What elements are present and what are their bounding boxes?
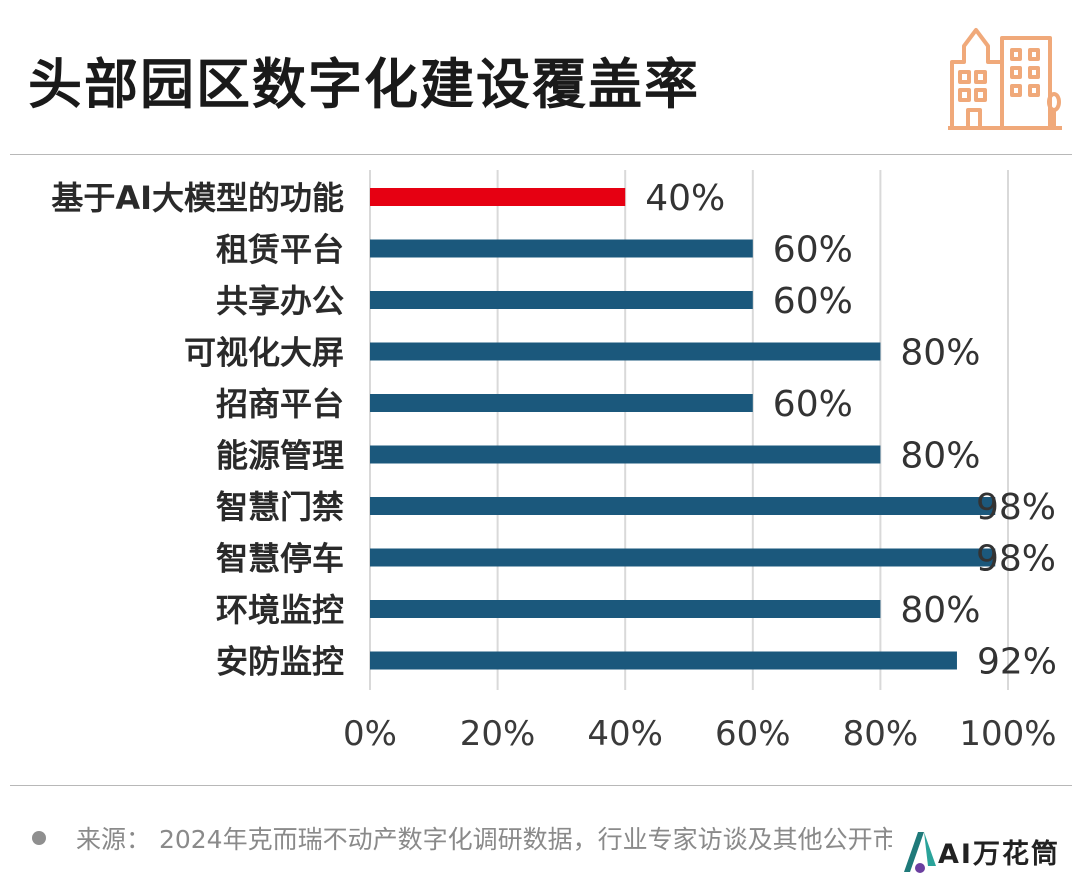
category-label: 安防监控 bbox=[216, 643, 344, 681]
bar bbox=[370, 239, 753, 258]
bottom-divider bbox=[10, 785, 1072, 786]
category-label: 共享办公 bbox=[216, 282, 344, 320]
source-text: 来源： 2024年克而瑞不动产数字化调研数据，行业专家访谈及其他公开市场信息 bbox=[76, 825, 892, 854]
bar bbox=[370, 342, 881, 361]
category-label: 智慧停车 bbox=[216, 540, 344, 578]
bar bbox=[370, 394, 753, 412]
data-label: 80% bbox=[900, 333, 980, 374]
data-label: 98% bbox=[976, 539, 1056, 580]
bar bbox=[370, 445, 881, 464]
bullet-dot bbox=[32, 831, 46, 845]
category-label: 招商平台 bbox=[216, 385, 344, 423]
x-tick-label: 60% bbox=[715, 714, 791, 754]
brand-badge: AI万花筒 bbox=[898, 822, 1074, 878]
bar bbox=[370, 548, 996, 567]
category-label: 能源管理 bbox=[216, 437, 344, 475]
data-label: 60% bbox=[773, 281, 853, 322]
data-label: 40% bbox=[645, 178, 725, 219]
x-tick-label: 40% bbox=[587, 714, 663, 754]
bar bbox=[370, 497, 996, 515]
chart-title: 头部园区数字化建设覆盖率 bbox=[28, 53, 700, 116]
source-note: 来源： 2024年克而瑞不动产数字化调研数据，行业专家访谈及其他公开市场信息 bbox=[32, 820, 892, 860]
data-label: 60% bbox=[773, 384, 853, 425]
data-label: 98% bbox=[976, 487, 1056, 528]
bar bbox=[370, 291, 753, 309]
x-tick-label: 100% bbox=[959, 714, 1056, 754]
bar bbox=[370, 188, 626, 206]
category-label: 基于AI大模型的功能 bbox=[51, 179, 344, 217]
top-divider bbox=[10, 154, 1072, 155]
city-buildings-icon bbox=[948, 28, 1062, 130]
ai-brand-logo-icon bbox=[904, 832, 936, 873]
category-label: 租赁平台 bbox=[216, 231, 344, 269]
category-label: 可视化大屏 bbox=[184, 334, 344, 372]
bar bbox=[370, 600, 881, 618]
brand-text: AI万花筒 bbox=[938, 839, 1060, 870]
data-label: 80% bbox=[900, 590, 980, 631]
category-label: 智慧门禁 bbox=[216, 488, 344, 526]
data-label: 92% bbox=[977, 642, 1057, 683]
x-tick-label: 0% bbox=[343, 714, 397, 754]
bar bbox=[370, 651, 957, 670]
data-label: 60% bbox=[773, 230, 853, 271]
x-tick-label: 80% bbox=[843, 714, 919, 754]
category-label: 环境监控 bbox=[216, 591, 344, 629]
data-label: 80% bbox=[900, 436, 980, 477]
x-tick-label: 20% bbox=[460, 714, 536, 754]
